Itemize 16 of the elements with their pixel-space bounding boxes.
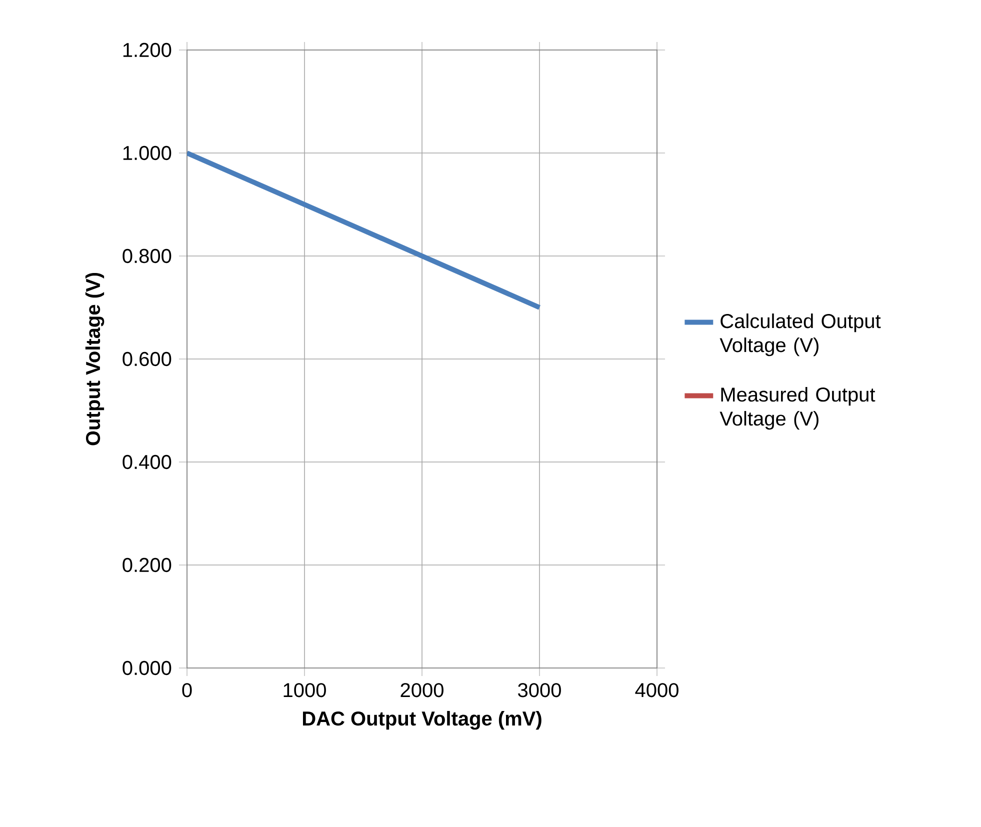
y-tick-label: 1.000 [123,146,172,160]
x-tick-label: 3000 [518,683,561,698]
y-tick-label: 0.400 [122,454,172,470]
x-tick-label: 0 [182,683,192,698]
x-axis-title: DAC Output Voltage (mV) [302,710,542,730]
y-tick-label: 0.600 [122,352,172,366]
x-tick-label: 2000 [400,683,444,698]
y-tick-label: 0.800 [122,248,172,264]
y-axis-title: Output Voltage (V) [85,272,104,446]
y-tick-label: 0.200 [122,558,172,572]
y-tick-label: 1.200 [123,42,172,58]
y-tick-label: 0.000 [122,660,172,676]
x-tick-label: 4000 [635,683,678,698]
legend-label: Calculated Output Voltage (V) [720,314,881,356]
legend-label: Measured Output Voltage (V) [720,387,876,430]
x-tick-label: 1000 [284,683,326,698]
